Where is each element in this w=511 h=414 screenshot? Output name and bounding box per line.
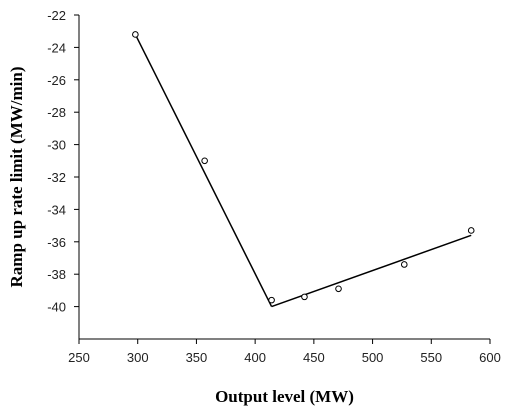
- data-point: [268, 296, 275, 304]
- fit-lines: [134, 34, 472, 308]
- data-points: [132, 31, 475, 304]
- y-tick-label: -32: [47, 170, 66, 185]
- x-tick-label: 600: [479, 350, 501, 365]
- x-tick-label: 450: [303, 350, 325, 365]
- y-tick-label: -24: [47, 40, 66, 55]
- x-tick-label: 350: [186, 350, 208, 365]
- x-tick-label: 250: [68, 350, 90, 365]
- y-tick-label: -38: [47, 267, 66, 282]
- data-point: [400, 261, 408, 268]
- y-ticks: -22 -24 -26 -28 -30 -32 -34 -36 -38 -40: [47, 8, 79, 315]
- data-point: [467, 227, 475, 234]
- data-point: [201, 157, 208, 165]
- data-point: [301, 293, 308, 301]
- x-axis-title: Output level (MW): [215, 387, 354, 406]
- x-tick-label: 300: [127, 350, 149, 365]
- y-tick-label: -26: [47, 73, 66, 88]
- y-axis-title: Ramp up rate limit (MW/min): [7, 67, 26, 288]
- data-point: [335, 285, 342, 293]
- y-tick-label: -22: [47, 8, 66, 23]
- axes: [78, 15, 490, 340]
- x-ticks: 250 300 350 400 450 500 550 600: [68, 339, 501, 365]
- y-tick-label: -36: [47, 235, 66, 250]
- x-tick-label: 400: [244, 350, 266, 365]
- x-tick-label: 500: [362, 350, 384, 365]
- y-tick-label: -34: [47, 202, 66, 217]
- y-tick-label: -30: [47, 138, 66, 153]
- x-tick-label: 550: [420, 350, 442, 365]
- fit-line-segment-1: [134, 34, 273, 307]
- y-tick-label: -28: [47, 105, 66, 120]
- y-tick-label: -40: [47, 300, 66, 315]
- data-point: [132, 31, 139, 38]
